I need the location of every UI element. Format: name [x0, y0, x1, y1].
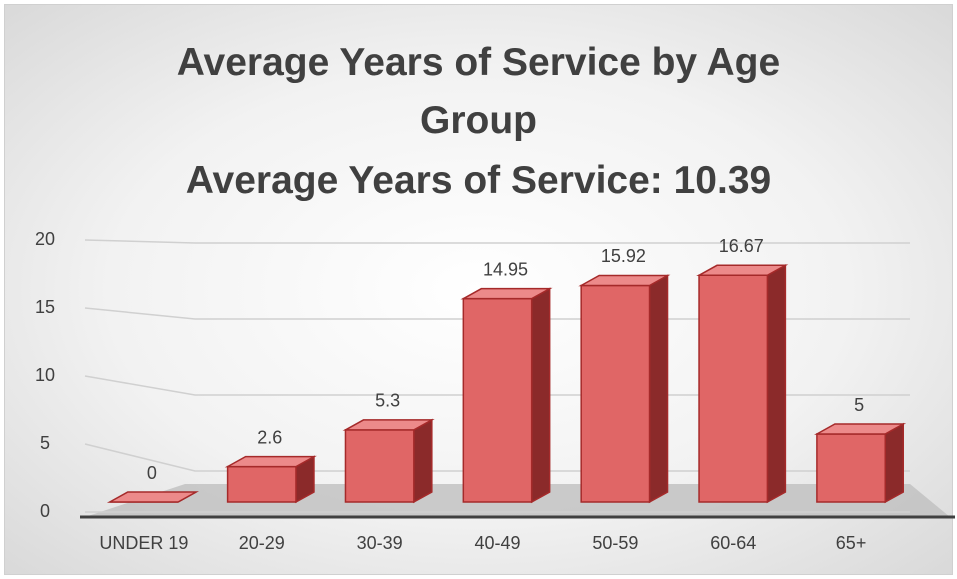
x-tick-label: 20-29	[239, 533, 285, 553]
x-tick-label: 65+	[836, 533, 867, 553]
y-tick-label: 20	[35, 229, 55, 249]
bar-side	[766, 264, 787, 504]
bar-top	[460, 287, 553, 300]
data-label: 5.3	[375, 391, 400, 411]
y-tick-label: 0	[40, 501, 50, 521]
bar-front	[698, 274, 769, 503]
data-label: 0	[147, 463, 157, 483]
bar	[106, 491, 200, 503]
grid-line	[84, 375, 910, 396]
bar-front	[226, 465, 297, 503]
y-tick-label: 15	[35, 297, 55, 317]
bar-front	[580, 284, 651, 503]
x-tick-label: 50-59	[592, 533, 638, 553]
x-tick-label: 30-39	[357, 533, 403, 553]
bar-top	[813, 423, 907, 435]
data-label: 15.92	[601, 246, 646, 266]
bar-front	[344, 429, 415, 503]
bar	[696, 264, 789, 504]
grid-line	[84, 443, 910, 472]
bar-side	[413, 418, 433, 504]
data-label: 16.67	[719, 236, 764, 256]
bar	[578, 274, 671, 504]
bar-front	[816, 433, 886, 503]
bar	[342, 418, 435, 504]
bar-top	[106, 491, 200, 503]
bar	[813, 422, 907, 504]
bar	[460, 287, 553, 504]
grid-line	[84, 239, 910, 244]
y-tick-label: 10	[35, 365, 55, 385]
bar-top	[578, 274, 671, 287]
data-label: 2.6	[257, 427, 282, 447]
x-tick-label: UNDER 19	[99, 533, 188, 553]
bar-side	[530, 287, 551, 504]
bar	[224, 455, 317, 504]
y-tick-label: 5	[40, 433, 50, 453]
grid-line	[84, 307, 910, 320]
data-label: 14.95	[483, 259, 528, 279]
bar-top	[342, 419, 435, 431]
x-tick-label: 40-49	[474, 533, 520, 553]
data-label: 5	[854, 395, 864, 415]
chart-title: Average Years of Service by Age Group	[176, 41, 781, 142]
chart-subtitle: Average Years of Service: 10.39	[185, 159, 772, 202]
bar-top	[224, 455, 317, 468]
bar-front	[462, 297, 533, 503]
bar-side	[648, 274, 669, 504]
bar-top	[696, 264, 789, 277]
x-tick-label: 60-64	[710, 533, 756, 553]
bar-side	[884, 422, 904, 504]
